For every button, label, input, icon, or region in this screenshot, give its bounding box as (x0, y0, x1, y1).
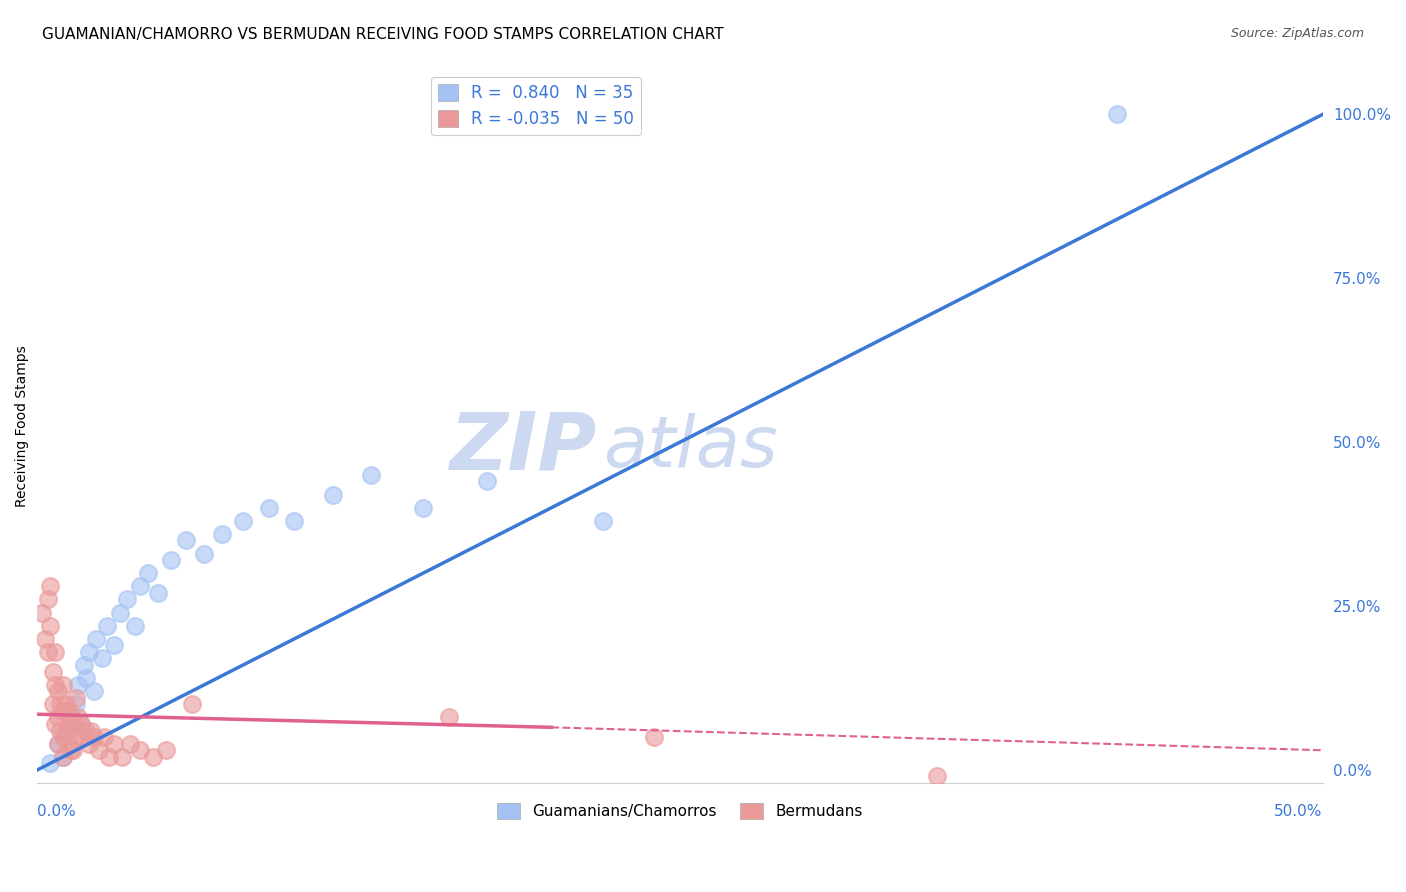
Point (70, 717, 93, 731)
Y-axis label: Receiving Food Stamps: Receiving Food Stamps (15, 345, 30, 507)
Point (42, 665, 65, 679)
Point (96, 618, 118, 632)
Point (52, 749, 75, 764)
Point (44, 645, 66, 659)
Point (124, 618, 146, 632)
Point (180, 698, 202, 712)
Text: ZIP: ZIP (449, 409, 596, 486)
Point (87, 743, 110, 757)
Text: 50.0%: 50.0% (1274, 805, 1323, 820)
Point (232, 514, 254, 528)
Point (925, 769, 948, 783)
Point (46, 710, 69, 724)
Point (111, 749, 134, 764)
Point (103, 737, 125, 751)
Point (31, 606, 53, 620)
Point (52, 704, 75, 718)
Point (643, 730, 665, 744)
Point (72, 730, 94, 744)
Point (129, 743, 152, 757)
Point (103, 639, 125, 653)
Point (39, 579, 62, 593)
Point (83, 684, 105, 698)
Point (49, 723, 72, 738)
Point (39, 618, 62, 632)
Point (155, 743, 177, 757)
Point (52, 749, 75, 764)
Point (592, 514, 614, 528)
Point (117, 592, 139, 607)
Point (75, 671, 97, 685)
Point (34, 632, 56, 646)
Point (80, 723, 103, 738)
Point (39, 756, 62, 771)
Point (72, 658, 94, 673)
Point (65, 730, 87, 744)
Point (160, 553, 183, 567)
Point (46, 737, 69, 751)
Point (46, 684, 69, 698)
Point (257, 500, 280, 515)
Point (65, 690, 87, 705)
Point (193, 547, 215, 561)
Point (55, 698, 77, 712)
Point (56, 704, 79, 718)
Point (42, 698, 65, 712)
Point (77, 645, 100, 659)
Point (65, 698, 87, 712)
Point (67, 678, 90, 692)
Point (90, 651, 112, 665)
Point (62, 717, 84, 731)
Point (52, 730, 75, 744)
Point (52, 678, 75, 692)
Text: GUAMANIAN/CHAMORRO VS BERMUDAN RECEIVING FOOD STAMPS CORRELATION CHART: GUAMANIAN/CHAMORRO VS BERMUDAN RECEIVING… (42, 27, 724, 42)
Point (322, 487, 344, 501)
Point (67, 710, 90, 724)
Point (360, 467, 382, 482)
Point (129, 579, 152, 593)
Point (136, 566, 159, 581)
Point (283, 514, 305, 528)
Point (77, 737, 100, 751)
Point (211, 527, 233, 541)
Point (59, 743, 82, 757)
Point (83, 730, 105, 744)
Point (142, 749, 165, 764)
Point (59, 710, 82, 724)
Point (37, 592, 59, 607)
Point (437, 710, 460, 724)
Point (118, 737, 141, 751)
Point (70, 717, 93, 731)
Point (55, 723, 77, 738)
Point (93, 730, 115, 744)
Point (146, 586, 169, 600)
Text: 0.0%: 0.0% (38, 805, 76, 820)
Point (108, 606, 131, 620)
Point (44, 717, 66, 731)
Point (98, 749, 121, 764)
Point (86, 632, 108, 646)
Text: Source: ZipAtlas.com: Source: ZipAtlas.com (1230, 27, 1364, 40)
Point (1105, 107, 1128, 121)
Point (46, 737, 69, 751)
Point (56, 723, 79, 738)
Legend: Guamanians/Chamorros, Bermudans: Guamanians/Chamorros, Bermudans (491, 797, 869, 825)
Text: atlas: atlas (603, 413, 778, 482)
Point (49, 698, 72, 712)
Point (59, 710, 82, 724)
Point (44, 678, 66, 692)
Point (475, 475, 498, 489)
Point (412, 500, 434, 515)
Point (176, 533, 198, 548)
Point (37, 645, 59, 659)
Point (56, 737, 79, 751)
Point (62, 743, 84, 757)
Point (75, 723, 97, 738)
